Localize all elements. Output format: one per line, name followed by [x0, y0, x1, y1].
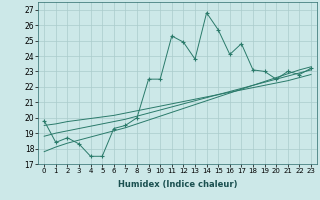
- X-axis label: Humidex (Indice chaleur): Humidex (Indice chaleur): [118, 180, 237, 189]
